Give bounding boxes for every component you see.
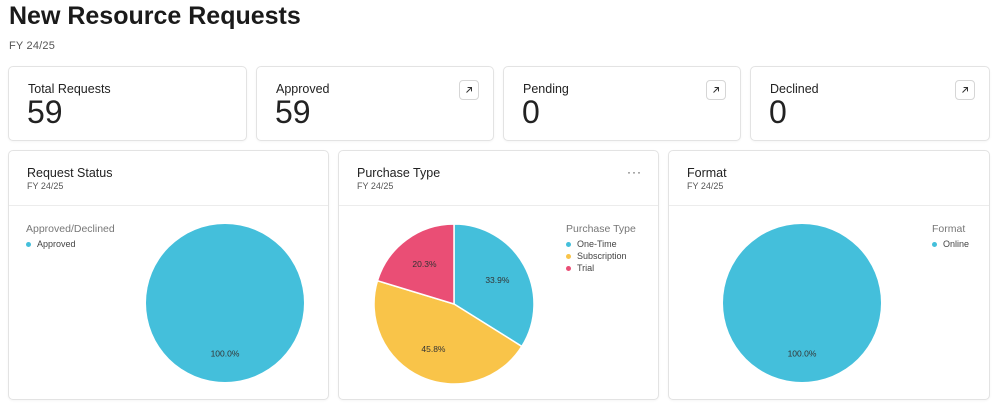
page-subtitle: FY 24/25 <box>9 40 56 52</box>
pie-data-label-subscription: 45.8% <box>421 344 446 354</box>
legend-label: Online <box>943 239 970 249</box>
open-link-button[interactable] <box>706 80 726 100</box>
pie-slice-trial[interactable] <box>376 223 455 306</box>
chart-subtitle: FY 24/25 <box>357 181 394 191</box>
chart-legend: Purchase Type One-Time Subscription Tria… <box>566 223 636 275</box>
pie-chart-purchase-type: 33.9% 45.8% 20.3% <box>373 223 535 385</box>
legend-title: Purchase Type <box>566 223 636 235</box>
legend-label: Trial <box>577 263 595 273</box>
legend-item-one-time[interactable]: One-Time <box>566 239 636 249</box>
chart-title: Purchase Type <box>357 166 441 180</box>
chart-legend: Format Online <box>932 223 969 251</box>
chart-header: Format FY 24/25 <box>669 151 989 206</box>
legend-item-online[interactable]: Online <box>932 239 969 249</box>
kpi-value: 59 <box>275 94 311 130</box>
pie-data-label-approved: 100.0% <box>211 349 240 359</box>
legend-swatch <box>932 241 937 247</box>
legend-item-approved[interactable]: Approved <box>26 239 115 249</box>
kpi-value: 59 <box>27 94 63 130</box>
open-link-button[interactable] <box>459 80 479 100</box>
legend-swatch <box>566 253 571 259</box>
legend-label: Subscription <box>577 251 627 261</box>
legend-swatch <box>566 241 571 247</box>
arrow-up-right-icon <box>713 87 719 93</box>
chart-subtitle: FY 24/25 <box>27 181 64 191</box>
chart-card-purchase-type: Purchase Type FY 24/25 ··· Purchase Type… <box>338 150 659 400</box>
pie-chart-format: 100.0% <box>723 224 881 382</box>
arrow-up-right-icon <box>466 87 472 93</box>
legend-swatch <box>566 265 571 271</box>
kpi-card-pending: Pending 0 <box>503 66 741 141</box>
pie-chart-request-status: 100.0% <box>146 224 304 382</box>
chart-header: Request Status FY 24/25 <box>9 151 328 206</box>
kpi-value: 0 <box>522 94 540 130</box>
chart-title: Request Status <box>27 166 113 180</box>
legend-label: One-Time <box>577 239 617 249</box>
legend-item-subscription[interactable]: Subscription <box>566 251 636 261</box>
legend-swatch <box>26 241 31 247</box>
arrow-up-right-icon <box>962 87 968 93</box>
chart-card-format: Format FY 24/25 Format Online 100.0% <box>668 150 990 400</box>
pie-slice-online[interactable] <box>723 224 881 382</box>
pie-slice-subscription[interactable] <box>373 279 523 385</box>
kpi-value: 0 <box>769 94 787 130</box>
open-link-button[interactable] <box>955 80 975 100</box>
legend-label: Approved <box>37 239 76 249</box>
pie-data-label-one-time: 33.9% <box>485 275 510 285</box>
kpi-label: Approved <box>276 82 330 96</box>
kpi-label: Total Requests <box>28 82 111 96</box>
chart-legend: Approved/Declined Approved <box>26 223 115 251</box>
kpi-card-approved: Approved 59 <box>256 66 494 141</box>
chart-header: Purchase Type FY 24/25 ··· <box>339 151 658 206</box>
chart-subtitle: FY 24/25 <box>687 181 724 191</box>
legend-item-trial[interactable]: Trial <box>566 263 636 273</box>
chart-card-request-status: Request Status FY 24/25 Approved/Decline… <box>8 150 329 400</box>
chart-title: Format <box>687 166 727 180</box>
kpi-label: Pending <box>523 82 569 96</box>
kpi-label: Declined <box>770 82 819 96</box>
pie-data-label-trial: 20.3% <box>412 259 437 269</box>
pie-slice-approved[interactable] <box>146 224 304 382</box>
more-options-button[interactable]: ··· <box>627 165 642 179</box>
pie-data-label-online: 100.0% <box>788 349 817 359</box>
page-title: New Resource Requests <box>9 2 301 30</box>
legend-title: Approved/Declined <box>26 223 115 235</box>
kpi-card-total-requests: Total Requests 59 <box>8 66 247 141</box>
legend-title: Format <box>932 223 966 235</box>
kpi-card-declined: Declined 0 <box>750 66 990 141</box>
